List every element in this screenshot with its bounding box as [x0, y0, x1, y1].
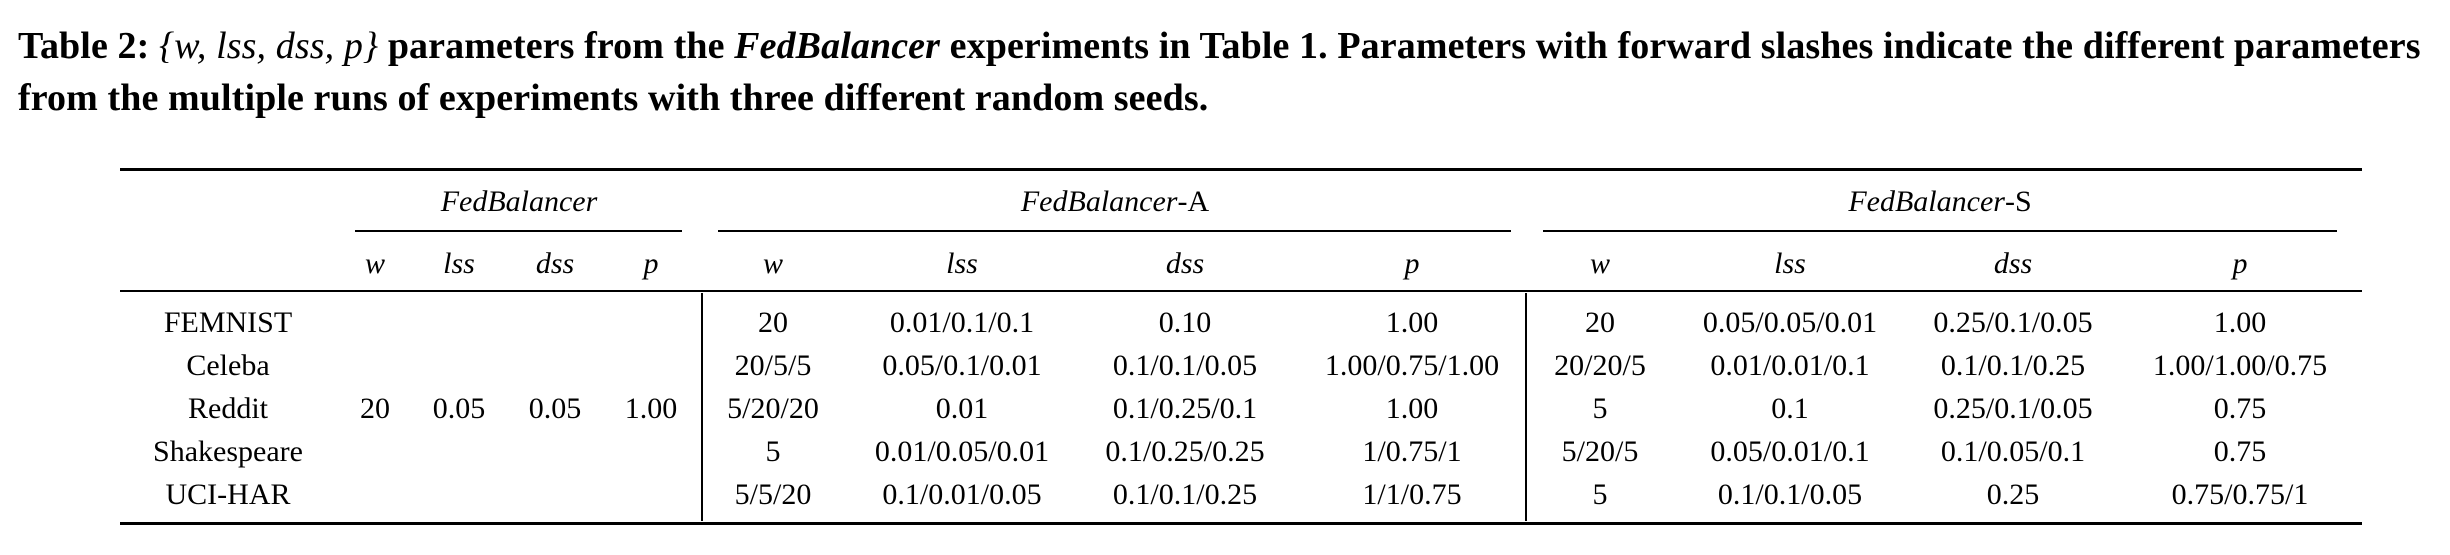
table-cell: 0.1/0.01/0.05 — [882, 478, 1042, 511]
table-cell: 0.1/0.1/0.25 — [1112, 478, 1258, 511]
table-cell: 1.00 — [2213, 306, 2267, 339]
fedbalancer-shared-cell: 1.00 — [624, 392, 678, 425]
table-cell: 0.01/0.1/0.1 — [889, 306, 1035, 339]
row-dataset-label: Celeba — [186, 349, 270, 382]
table-cell: 20/20/5 — [1554, 349, 1646, 382]
table-cell: 0.1/0.1/0.25 — [1940, 349, 2086, 382]
table-cell: 0.05/0.1/0.01 — [882, 349, 1042, 382]
column-header-lss: lss — [946, 247, 978, 280]
column-header-lss: lss — [443, 247, 475, 280]
column-header-lss: lss — [1774, 247, 1806, 280]
fedbalancer-shared-cell: 20 — [360, 392, 390, 425]
table-cell: 0.1/0.05/0.1 — [1940, 435, 2086, 468]
table-cell: 5 — [1592, 392, 1608, 425]
table-cell: 0.01 — [935, 392, 989, 425]
table-cell: 0.1/0.25/0.1 — [1112, 392, 1258, 425]
header-rule — [120, 290, 2362, 292]
table-cell: 0.1/0.25/0.25 — [1105, 435, 1265, 468]
table-cell: 5 — [765, 435, 781, 468]
column-header-p: p — [643, 247, 659, 280]
column-header-dss: dss — [1993, 247, 2033, 280]
table-cell: 1.00 — [1385, 306, 1439, 339]
table-cell: 1.00/0.75/1.00 — [1324, 349, 1500, 382]
group-header: FedBalancer — [319, 185, 719, 219]
column-header-dss: dss — [535, 247, 575, 280]
top-rule — [120, 168, 2362, 171]
table-cell: 1.00 — [1385, 392, 1439, 425]
caption-text-1: parameters from the — [378, 25, 735, 67]
table-cell: 0.75 — [2213, 435, 2267, 468]
table-cell: 5/5/20 — [734, 478, 812, 511]
table-cell: 0.75/0.75/1 — [2171, 478, 2309, 511]
table-caption: Table 2: {w, lss, dss, p} parameters fro… — [18, 20, 2438, 124]
group-header: FedBalancer-A — [915, 185, 1315, 219]
table-cell: 0.25/0.1/0.05 — [1933, 392, 2093, 425]
column-header-w: w — [364, 247, 385, 280]
caption-label: Table 2: — [18, 25, 150, 67]
row-dataset-label: Shakespeare — [153, 435, 303, 468]
row-dataset-label: FEMNIST — [163, 306, 293, 339]
table-cell: 5/20/20 — [727, 392, 819, 425]
column-header-w: w — [762, 247, 783, 280]
table-cell: 0.01/0.01/0.1 — [1710, 349, 1870, 382]
table-cell: 0.05/0.01/0.1 — [1710, 435, 1870, 468]
table-cell: 1/0.75/1 — [1362, 435, 1462, 468]
group-rule-fedbalancer-s — [1543, 230, 2337, 232]
bottom-rule — [120, 522, 2362, 525]
column-header-p: p — [1404, 247, 1420, 280]
row-dataset-label: UCI-HAR — [165, 478, 291, 511]
table-cell: 0.25 — [1986, 478, 2040, 511]
table-cell: 0.05/0.05/0.01 — [1702, 306, 1878, 339]
group-header-suffix: -A — [1177, 185, 1210, 218]
column-header-w: w — [1589, 247, 1610, 280]
group-header-name: FedBalancer — [1848, 185, 2005, 218]
table-cell: 20/5/5 — [734, 349, 812, 382]
column-header-p: p — [2232, 247, 2248, 280]
caption-math: {w, lss, dss, p} — [158, 25, 379, 67]
group-rule-fedbalancer — [355, 230, 682, 232]
column-header-dss: dss — [1165, 247, 1205, 280]
caption-text-2: experiments in Table 1. Parameters with … — [18, 25, 2421, 119]
table-cell: 20 — [1585, 306, 1615, 339]
table-cell: 5 — [1592, 478, 1608, 511]
table-cell: 0.10 — [1158, 306, 1212, 339]
group-header-name: FedBalancer — [1020, 185, 1178, 218]
fedbalancer-shared-cell: 0.05 — [432, 392, 486, 425]
table-cell: 0.1/0.1/0.05 — [1112, 349, 1258, 382]
table-cell: 0.01/0.05/0.01 — [874, 435, 1050, 468]
table-cell: 0.75 — [2213, 392, 2267, 425]
group-rule-fedbalancer-a — [718, 230, 1511, 232]
row-dataset-label: Reddit — [188, 392, 268, 425]
table-cell: 20 — [758, 306, 788, 339]
table-cell: 1.00/1.00/0.75 — [2152, 349, 2328, 382]
table-cell: 5/20/5 — [1561, 435, 1639, 468]
table-cell: 0.25/0.1/0.05 — [1933, 306, 2093, 339]
table-cell: 0.1 — [1771, 392, 1809, 425]
caption-emphasis: FedBalancer — [734, 25, 941, 67]
table-cell: 0.1/0.1/0.05 — [1717, 478, 1863, 511]
group-header: FedBalancer-S — [1740, 185, 2140, 219]
table-cell: 1/1/0.75 — [1362, 478, 1462, 511]
group-header-name: FedBalancer — [440, 185, 598, 218]
fedbalancer-shared-cell: 0.05 — [528, 392, 582, 425]
group-header-suffix: -S — [2004, 185, 2032, 218]
vertical-rule-a — [701, 293, 703, 521]
vertical-rule-s — [1525, 293, 1527, 521]
